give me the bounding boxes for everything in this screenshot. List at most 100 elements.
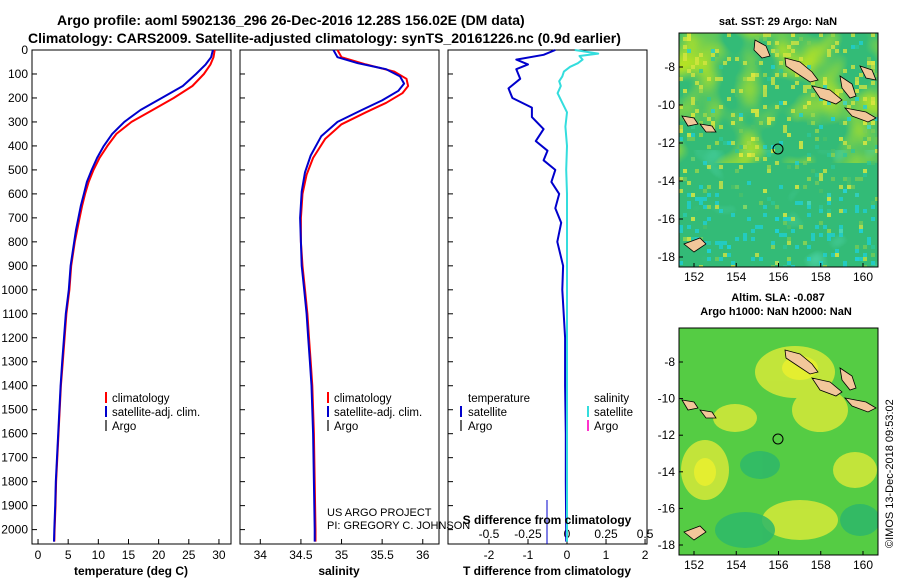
sst-pixel [823,85,827,89]
sst-pixel [687,69,691,73]
y-tick-label: 900 [8,259,28,273]
sst-pixel [795,165,799,169]
sst-pixel [691,113,695,117]
legend-label-sal-argo: Argo [594,421,618,433]
sst-pixel [763,89,767,93]
sst-pixel [851,33,855,37]
sst-pixel [791,217,795,221]
sst-pixel [799,145,803,149]
sst-pixel [711,121,715,125]
sst-pixel [783,125,787,129]
sla-low-3 [840,504,878,536]
sst-pixel [699,89,703,93]
sst-pixel [791,85,795,89]
sst-pixel [767,41,771,45]
sst-pixel [763,117,767,121]
sst-pixel [731,261,735,265]
sst-pixel [751,109,755,113]
sst-pixel [863,253,867,257]
sst-pixel [767,197,771,201]
sst-pixel [691,97,695,101]
sst-pixel [715,257,719,261]
sst-pixel [699,265,703,267]
sst-pixel [871,97,875,101]
sst-pixel [755,61,759,65]
sst-pixel [711,49,715,53]
legend-label-temp-satellite: satellite [468,407,507,419]
sst-pixel [739,145,743,149]
sst-pixel [763,145,767,149]
sst-pixel [707,117,711,121]
map-x-tick-label: 156 [768,270,788,284]
sst-pixel [691,157,695,161]
sst-pixel [751,73,755,77]
sst-pixel [679,189,683,193]
sst-pixel [679,137,683,141]
sst-pixel [835,49,839,53]
sst-pixel [731,185,735,189]
map-y-tick-label: -8 [664,355,675,369]
map-x-tick-label: 154 [726,270,746,284]
sst-pixel [851,45,855,49]
sst-pixel [679,225,683,229]
sst-pixel [851,149,855,153]
sst-pixel [867,137,871,141]
y-tick-label: 700 [8,211,28,225]
sst-pixel [855,245,859,249]
sst-pixel [827,49,831,53]
sst-pixel [679,229,683,233]
sst-pixel [855,89,859,93]
sst-pixel [711,57,715,61]
sst-pixel [679,129,683,133]
sst-pixel [687,33,691,37]
difference-x-label: T difference from climatology [463,564,631,578]
sst-pixel [855,77,859,81]
sst-pixel [815,129,819,133]
sst-pixel [759,201,763,205]
sst-pixel [751,229,755,233]
sst-pixel [707,77,711,81]
map-y-tick-label: -10 [658,392,676,406]
sst-pixel [691,73,695,77]
sst-pixel [807,121,811,125]
sst-pixel [699,121,703,125]
sst-pixel [783,265,787,267]
sst-pixel [867,125,871,129]
sst-pixel [871,245,875,249]
sst-pixel [803,89,807,93]
y-tick-label: 100 [8,67,28,81]
sst-pixel [691,217,695,221]
sst-pixel [863,169,867,173]
sst-pixel [719,181,723,185]
sst-pixel [815,137,819,141]
sst-pixel [823,101,827,105]
temperature-x-label: temperature (deg C) [74,564,188,578]
island-malaita [839,367,857,391]
island-small-3 [683,237,707,253]
sst-pixel [863,121,867,125]
sla-high-6 [713,404,757,432]
map-y-tick-label: -16 [658,501,676,515]
sst-pixel [827,213,831,217]
sst-pixel [819,205,823,209]
sst-pixel [843,69,847,73]
sst-pixel [719,209,723,213]
sst-pixel [763,105,767,109]
sst-pixel [871,69,875,73]
sst-pixel [839,233,843,237]
sst-pixel [735,149,739,153]
x-tick-label: 25 [182,548,196,562]
legend-title-temperature: temperature [468,393,530,405]
sst-pixel [827,233,831,237]
sst-pixel [695,61,699,65]
sst-pixel [703,113,707,117]
y-tick-label: 800 [8,235,28,249]
sst-pixel [747,141,751,145]
sst-pixel [715,53,719,57]
difference-lines [507,49,600,542]
sst-pixel [863,141,867,145]
sst-pixel [815,173,819,177]
difference-panel: -2 -1 0 1 2 -0.5 -0.25 0 0.25 0.5 T difference f… [447,49,654,578]
map-y-tick-label: -18 [658,538,676,552]
map-y-tick-label: -8 [664,60,675,74]
